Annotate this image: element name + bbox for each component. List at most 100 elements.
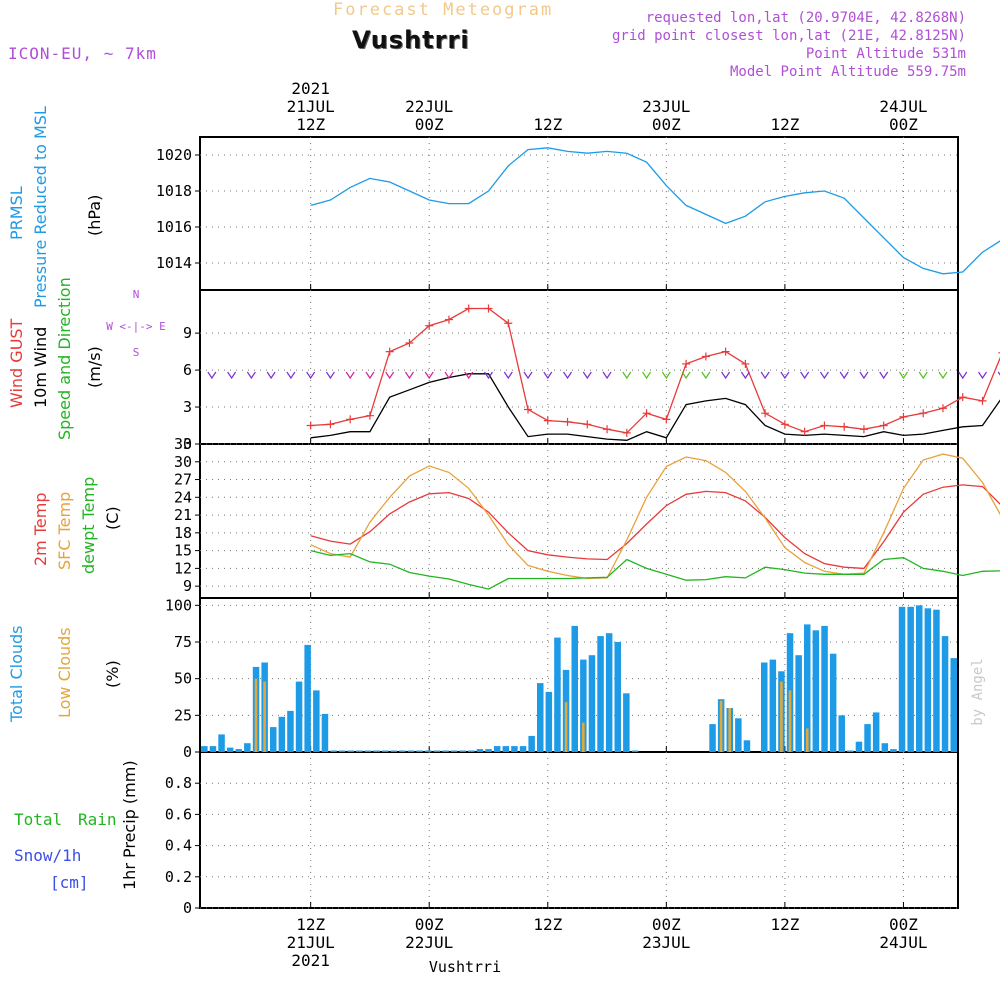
compass-south: S: [133, 346, 140, 359]
bottom-time-label: 00Z: [415, 915, 444, 934]
total-cloud-bar: [864, 724, 871, 752]
chart-title: Forecast Meteogram: [333, 0, 554, 20]
top-time-label: 00Z: [652, 115, 681, 134]
wind-direction-arrow: [424, 371, 434, 380]
bottom-time-label: 24JUL: [879, 933, 927, 952]
series-line-sfc-temp: [310, 453, 1000, 580]
total-cloud-bar: [631, 750, 639, 752]
total-cloud-bar: [812, 630, 820, 752]
wind-direction-arrow: [780, 371, 790, 380]
gust-marker: [879, 421, 888, 430]
gust-marker: [859, 425, 868, 434]
gust-marker: [978, 396, 987, 405]
total-cloud-bar: [356, 750, 363, 752]
y-tick-label: 24: [174, 488, 192, 506]
gust-marker: [385, 347, 394, 356]
total-cloud-bar: [545, 691, 553, 752]
total-cloud-bar: [588, 655, 596, 752]
y-tick-label: 6: [183, 361, 192, 379]
total-cloud-bar: [287, 710, 294, 752]
y-tick-label: 0.4: [165, 837, 192, 855]
total-cloud-bar: [364, 750, 372, 752]
point-altitude: Point Altitude 531m: [805, 46, 966, 62]
gust-marker: [504, 319, 513, 328]
precip-total-label: Total: [14, 810, 63, 829]
y-tick-label: 9: [183, 577, 192, 595]
y-tick-label: 0: [183, 899, 192, 917]
bottom-time-label: 00Z: [889, 915, 918, 934]
total-cloud-bar: [313, 690, 320, 752]
total-cloud-bar: [330, 750, 337, 752]
watermark: by Angel: [970, 658, 986, 725]
total-cloud-bar: [605, 633, 613, 752]
location-title: Vushtrri: [352, 26, 470, 54]
y-tick-label: 1016: [156, 218, 192, 236]
total-cloud-bar: [898, 606, 906, 752]
y-tick-label: 15: [174, 542, 192, 560]
total-cloud-bar: [373, 750, 380, 752]
compass-north: N: [133, 288, 140, 301]
total-cloud-bar: [829, 653, 837, 752]
wind-direction-arrow: [563, 371, 573, 380]
bottom-time-label: 12Z: [770, 915, 799, 934]
y-tick-label: 1020: [156, 146, 192, 164]
total-cloud-bar: [804, 624, 811, 752]
total-cloud-bar: [597, 636, 604, 752]
low-cloud-bar: [728, 708, 731, 752]
y-tick-label: 18: [174, 524, 192, 542]
top-time-label: 22JUL: [405, 97, 453, 116]
y-tick-label: 9: [183, 324, 192, 342]
bottom-time-label: 12Z: [533, 915, 562, 934]
top-time-label: 00Z: [415, 115, 444, 134]
gust-marker: [800, 427, 809, 436]
wind-direction-arrow: [879, 371, 889, 380]
series-line-wind-gust: [310, 307, 1000, 434]
gust-marker: [543, 416, 552, 425]
gust-marker: [840, 422, 849, 431]
gust-marker: [721, 347, 730, 356]
y-tick-label: 50: [174, 670, 192, 688]
wind-direction-arrow: [800, 371, 810, 380]
total-cloud-bar: [244, 743, 251, 752]
wind-direction-arrow: [325, 371, 335, 380]
low-cloud-bar: [719, 700, 723, 752]
total-cloud-bar: [907, 606, 914, 752]
bottom-station-label: Vushtrri: [429, 958, 501, 976]
wind-direction-arrow: [543, 371, 553, 380]
low-cloud-bar: [564, 702, 568, 752]
wind-direction-arrow: [977, 371, 987, 380]
wind-direction-arrow: [898, 371, 908, 380]
gust-marker: [622, 428, 631, 437]
gust-marker: [682, 359, 691, 368]
y-tick-label: 100: [165, 596, 192, 614]
gust-marker: [365, 411, 374, 420]
wind-direction-arrow: [602, 371, 612, 380]
wind-direction-arrow: [523, 371, 533, 380]
gust-marker: [444, 315, 453, 324]
total-cloud-bar: [209, 746, 217, 752]
total-cloud-bar: [735, 718, 742, 752]
total-cloud-bar: [270, 727, 277, 752]
series-line-2m-temp: [310, 484, 1000, 570]
precip-snow-label: Snow/1h: [14, 846, 82, 865]
total-cloud-bar: [623, 693, 630, 752]
total-cloud-bar: [450, 750, 458, 752]
wind-direction-arrow: [266, 371, 276, 380]
total-cloud-bar: [580, 659, 587, 752]
total-cloud-bar: [571, 625, 578, 752]
wind-direction-arrow: [227, 371, 237, 380]
series-line-10m-wind: [310, 373, 1000, 441]
wind-direction-arrow: [740, 371, 750, 380]
total-cloud-bar: [468, 750, 475, 752]
gust-marker: [662, 415, 671, 424]
wind-direction-arrow: [622, 371, 632, 380]
precip-rain-label: Rain: [78, 810, 117, 829]
y-tick-label: 3: [183, 398, 192, 416]
gust-marker: [899, 412, 908, 421]
gust-marker: [761, 409, 770, 418]
wind-direction-arrow: [286, 371, 296, 380]
bottom-time-label: 12Z: [296, 915, 325, 934]
panel-frame-0: [199, 136, 959, 291]
wind-direction-arrow: [819, 371, 829, 380]
wind-direction-arrow: [642, 371, 652, 380]
